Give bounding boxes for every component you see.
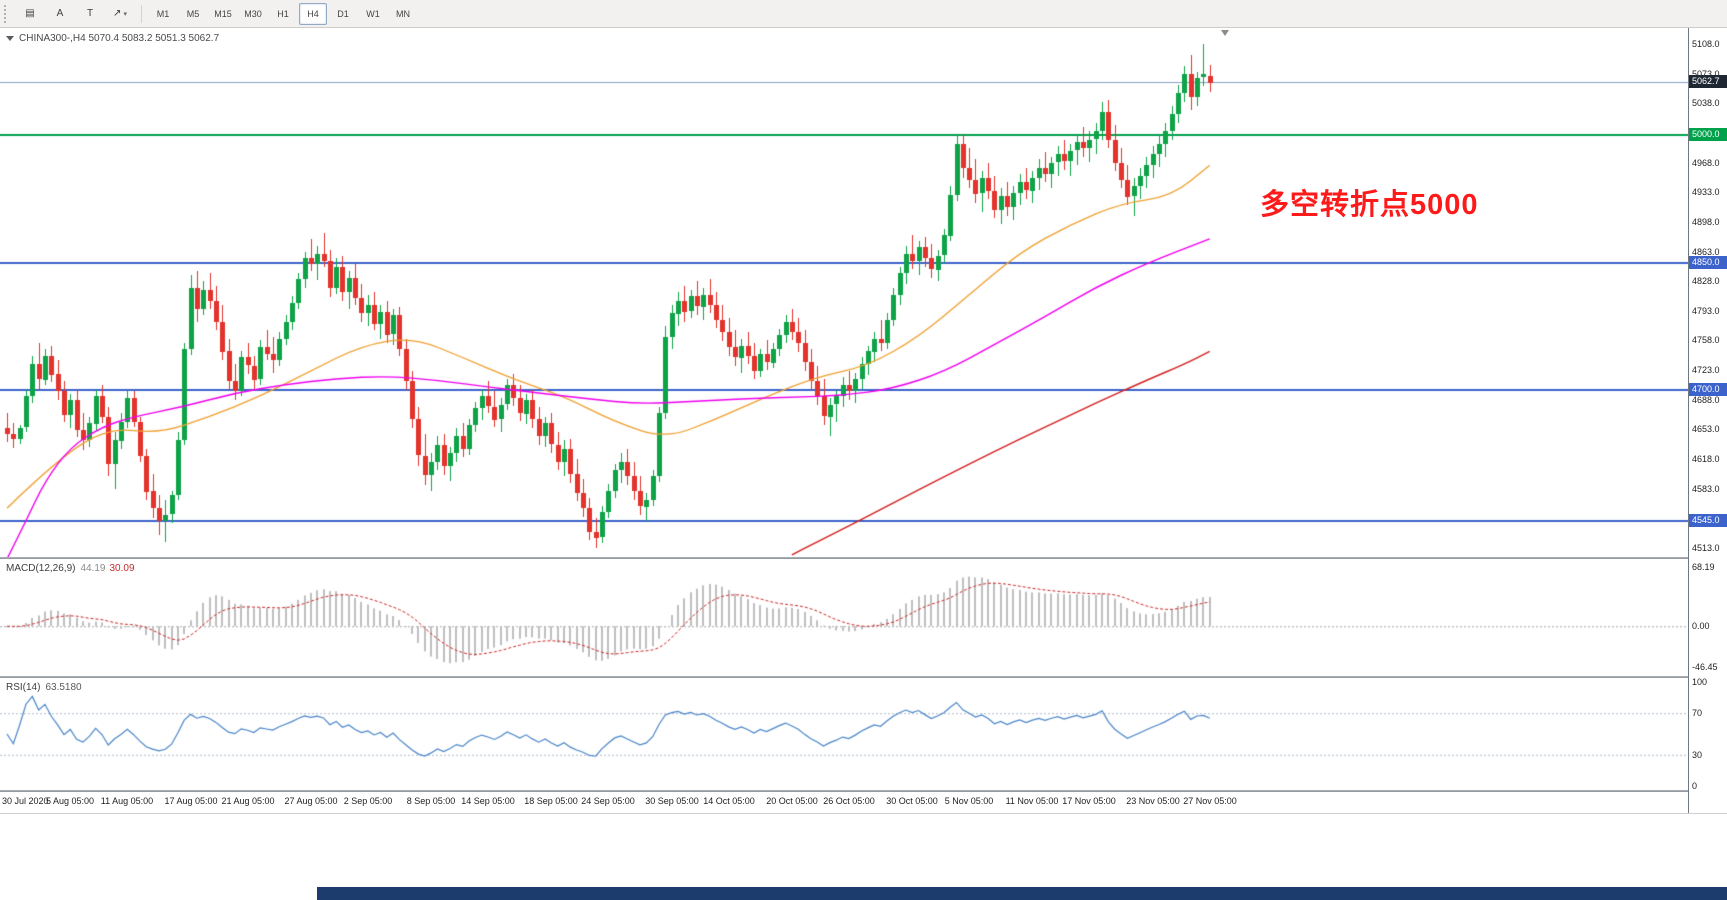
- macd-name: MACD(12,26,9): [6, 563, 76, 574]
- price-tick-label: 4933.0: [1692, 187, 1720, 197]
- time-axis-label: 17 Nov 05:00: [1062, 796, 1116, 806]
- time-axis-label: 26 Oct 05:00: [823, 796, 875, 806]
- price-tick-label: 4968.0: [1692, 158, 1720, 168]
- timeframe-button-w1[interactable]: W1: [366, 8, 380, 19]
- cursor-tool-button[interactable]: A: [56, 8, 64, 19]
- macd-axis-label: 0.00: [1692, 621, 1710, 631]
- price-tick-label: 4793.0: [1692, 306, 1720, 316]
- macd-indicator-canvas[interactable]: [0, 559, 1688, 676]
- price-tick-label: 4863.0: [1692, 247, 1720, 257]
- current-price-badge: 5062.7: [1689, 75, 1727, 88]
- arrow-draw-tool-button[interactable]: ↗ ▾: [113, 8, 127, 19]
- text-tool-button[interactable]: T: [86, 8, 94, 19]
- pane-splitter[interactable]: [0, 790, 1727, 792]
- chevron-down-icon[interactable]: [6, 36, 14, 41]
- timeframe-button-m1[interactable]: M1: [156, 8, 170, 19]
- timeframe-button-d1[interactable]: D1: [337, 8, 349, 19]
- toolbar-divider: [141, 4, 142, 23]
- time-axis-label: 14 Sep 05:00: [461, 796, 515, 806]
- time-axis-label: 8 Sep 05:00: [406, 796, 456, 806]
- macd-main-value: 44.19: [80, 563, 106, 574]
- time-axis-label: 11 Nov 05:00: [1005, 796, 1059, 806]
- time-axis-label: 21 Aug 05:00: [221, 796, 275, 806]
- charts-grid-icon[interactable]: ▤: [25, 8, 35, 19]
- time-axis-label: 17 Aug 05:00: [164, 796, 218, 806]
- toolbar: ▤ A T ↗ ▾ M1 M5 M15 M30 H1 H4 D1 W1 MN: [0, 0, 1727, 28]
- price-tick-label: 5108.0: [1692, 39, 1720, 49]
- time-axis-label: 18 Sep 05:00: [524, 796, 578, 806]
- time-axis-label: 20 Oct 05:00: [766, 796, 818, 806]
- rsi-name: RSI(14): [6, 682, 41, 693]
- macd-axis-label: -46.45: [1692, 662, 1718, 672]
- price-tick-label: 4758.0: [1692, 335, 1720, 345]
- rsi-axis-label: 100: [1692, 677, 1708, 687]
- price-line-badge: 4700.0: [1689, 383, 1727, 396]
- timeframe-button-m15[interactable]: M15: [214, 8, 232, 19]
- time-axis-label: 27 Aug 05:00: [284, 796, 338, 806]
- timeframe-button-mn[interactable]: MN: [396, 8, 410, 19]
- macd-label: MACD(12,26,9) 44.19 30.09: [6, 563, 135, 574]
- time-axis[interactable]: 30 Jul 2020 5 Aug 05:00 11 Aug 05:00 17 Aug…: [0, 792, 1727, 812]
- rsi-axis-label: 30: [1692, 750, 1703, 760]
- symbol-ohlc-text: CHINA300-,H4 5070.4 5083.2 5051.3 5062.7: [19, 33, 220, 44]
- price-axis-border: [1688, 28, 1689, 813]
- macd-axis-label: 68.19: [1692, 562, 1715, 572]
- timeframe-button-h4[interactable]: H4: [299, 2, 327, 25]
- symbol-readout: CHINA300-,H4 5070.4 5083.2 5051.3 5062.7: [6, 33, 219, 44]
- rsi-indicator-canvas[interactable]: [0, 678, 1688, 790]
- axis-bottom-border: [0, 813, 1727, 814]
- price-line-badge: 4545.0: [1689, 514, 1727, 527]
- macd-signal-value: 30.09: [109, 563, 135, 574]
- price-tick-label: 4688.0: [1692, 395, 1720, 405]
- price-tick-label: 4898.0: [1692, 217, 1720, 227]
- toolbar-drag-handle[interactable]: [4, 4, 10, 23]
- time-axis-label: 14 Oct 05:00: [703, 796, 755, 806]
- timeframe-button-h1[interactable]: H1: [277, 8, 289, 19]
- timeframe-button-group: M1 M5 M15 M30 H1 H4 D1 W1 MN: [148, 2, 418, 25]
- time-axis-label: 11 Aug 05:00: [100, 796, 154, 806]
- price-tick-label: 4828.0: [1692, 276, 1720, 286]
- rsi-value: 63.5180: [45, 682, 82, 693]
- price-line-badge: 4850.0: [1689, 256, 1727, 269]
- time-axis-label: 23 Nov 05:00: [1126, 796, 1180, 806]
- tool-button-group: ▤ A T ↗ ▾: [15, 3, 135, 25]
- time-axis-label: 5 Aug 05:00: [45, 796, 95, 806]
- price-tick-label: 4653.0: [1692, 424, 1720, 434]
- price-tick-label: 4513.0: [1692, 543, 1720, 553]
- price-tick-label: 4583.0: [1692, 484, 1720, 494]
- time-axis-label: 24 Sep 05:00: [581, 796, 635, 806]
- price-tick-label: 4723.0: [1692, 365, 1720, 375]
- time-axis-label: 2 Sep 05:00: [343, 796, 393, 806]
- docked-window-bar[interactable]: [317, 887, 1727, 900]
- price-line-badge: 5000.0: [1689, 128, 1727, 141]
- time-axis-label: 30 Jul 2020: [2, 796, 49, 806]
- pane-splitter[interactable]: [0, 676, 1727, 678]
- price-tick-label: 4618.0: [1692, 454, 1720, 464]
- time-axis-label: 5 Nov 05:00: [944, 796, 994, 806]
- pane-splitter[interactable]: [0, 557, 1727, 559]
- chart-annotation[interactable]: 多空转折点5000: [1260, 189, 1479, 221]
- dropdown-caret-icon[interactable]: ▾: [123, 10, 127, 18]
- price-axis[interactable]: 5108.0 5073.0 5038.0 4968.0 4933.0 4898.0 4863…: [1689, 28, 1727, 813]
- timeframe-button-m5[interactable]: M5: [186, 8, 200, 19]
- rsi-axis-label: 70: [1692, 708, 1703, 718]
- time-axis-label: 30 Sep 05:00: [645, 796, 699, 806]
- price-tick-label: 5073.0: [1692, 69, 1720, 79]
- rsi-label: RSI(14) 63.5180: [6, 682, 82, 693]
- time-axis-label: 30 Oct 05:00: [886, 796, 938, 806]
- rsi-axis-label: 0: [1692, 781, 1698, 791]
- time-axis-label: 27 Nov 05:00: [1183, 796, 1237, 806]
- price-tick-label: 5038.0: [1692, 98, 1720, 108]
- timeframe-button-m30[interactable]: M30: [244, 8, 262, 19]
- chart-shift-marker-icon[interactable]: [1221, 30, 1229, 36]
- price-chart-canvas[interactable]: [0, 28, 1688, 557]
